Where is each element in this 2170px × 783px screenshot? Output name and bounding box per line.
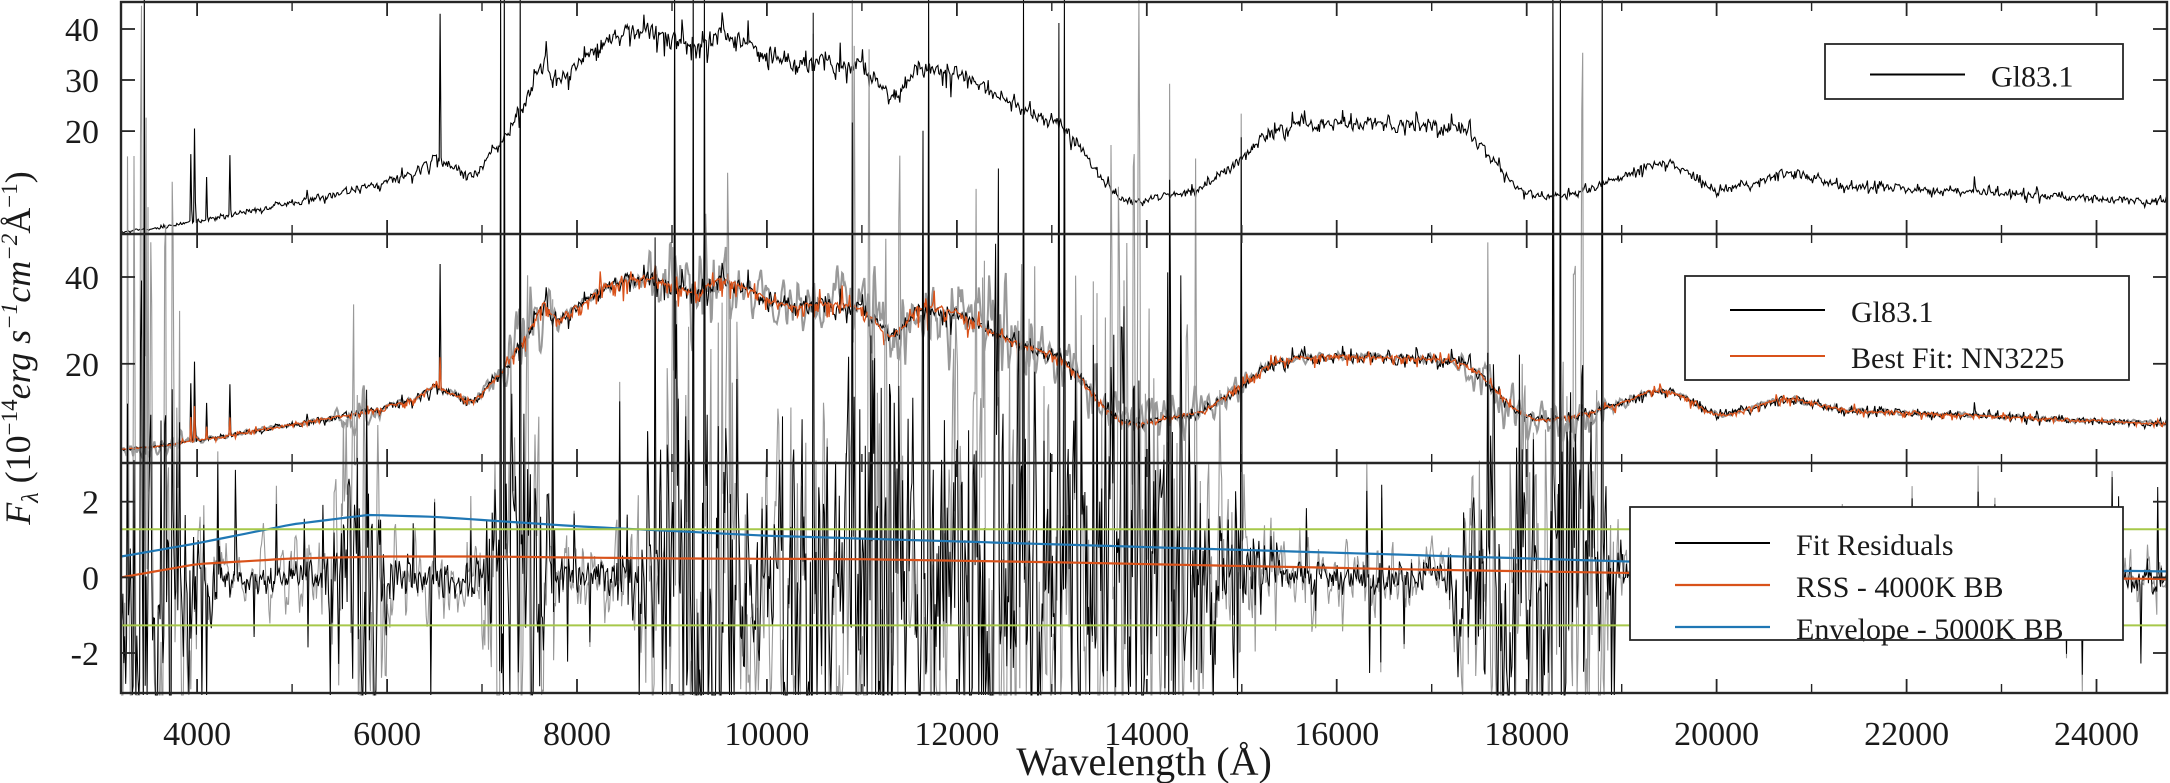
svg-text:40: 40 bbox=[65, 12, 99, 49]
svg-text:8000: 8000 bbox=[543, 716, 611, 753]
svg-text:0: 0 bbox=[82, 560, 99, 597]
svg-text:22000: 22000 bbox=[1864, 716, 1949, 753]
svg-text:4000: 4000 bbox=[163, 716, 231, 753]
svg-text:12000: 12000 bbox=[914, 716, 999, 753]
svg-text:Wavelength (Å): Wavelength (Å) bbox=[1016, 739, 1272, 783]
svg-text:Fit Residuals: Fit Residuals bbox=[1796, 529, 1954, 562]
svg-text:Gl83.1: Gl83.1 bbox=[1851, 296, 1934, 329]
svg-text:20000: 20000 bbox=[1674, 716, 1759, 753]
svg-text:30: 30 bbox=[65, 63, 99, 100]
svg-text:Envelope - 5000K BB: Envelope - 5000K BB bbox=[1796, 613, 2063, 646]
svg-text:16000: 16000 bbox=[1294, 716, 1379, 753]
svg-text:-2: -2 bbox=[71, 636, 99, 673]
svg-text:18000: 18000 bbox=[1484, 716, 1569, 753]
svg-text:20: 20 bbox=[65, 114, 99, 151]
svg-text:RSS - 4000K BB: RSS - 4000K BB bbox=[1796, 571, 2004, 604]
svg-text:6000: 6000 bbox=[353, 716, 421, 753]
svg-text:2: 2 bbox=[82, 485, 99, 522]
svg-text:10000: 10000 bbox=[724, 716, 809, 753]
svg-text:Best Fit: NN3225: Best Fit: NN3225 bbox=[1851, 342, 2064, 375]
svg-text:40: 40 bbox=[65, 260, 99, 297]
svg-text:Fλ (10−14erg s−1cm−2Å−1): Fλ (10−14erg s−1cm−2Å−1) bbox=[0, 171, 44, 526]
svg-text:Gl83.1: Gl83.1 bbox=[1991, 61, 2074, 94]
svg-text:24000: 24000 bbox=[2054, 716, 2139, 753]
svg-text:20: 20 bbox=[65, 347, 99, 384]
